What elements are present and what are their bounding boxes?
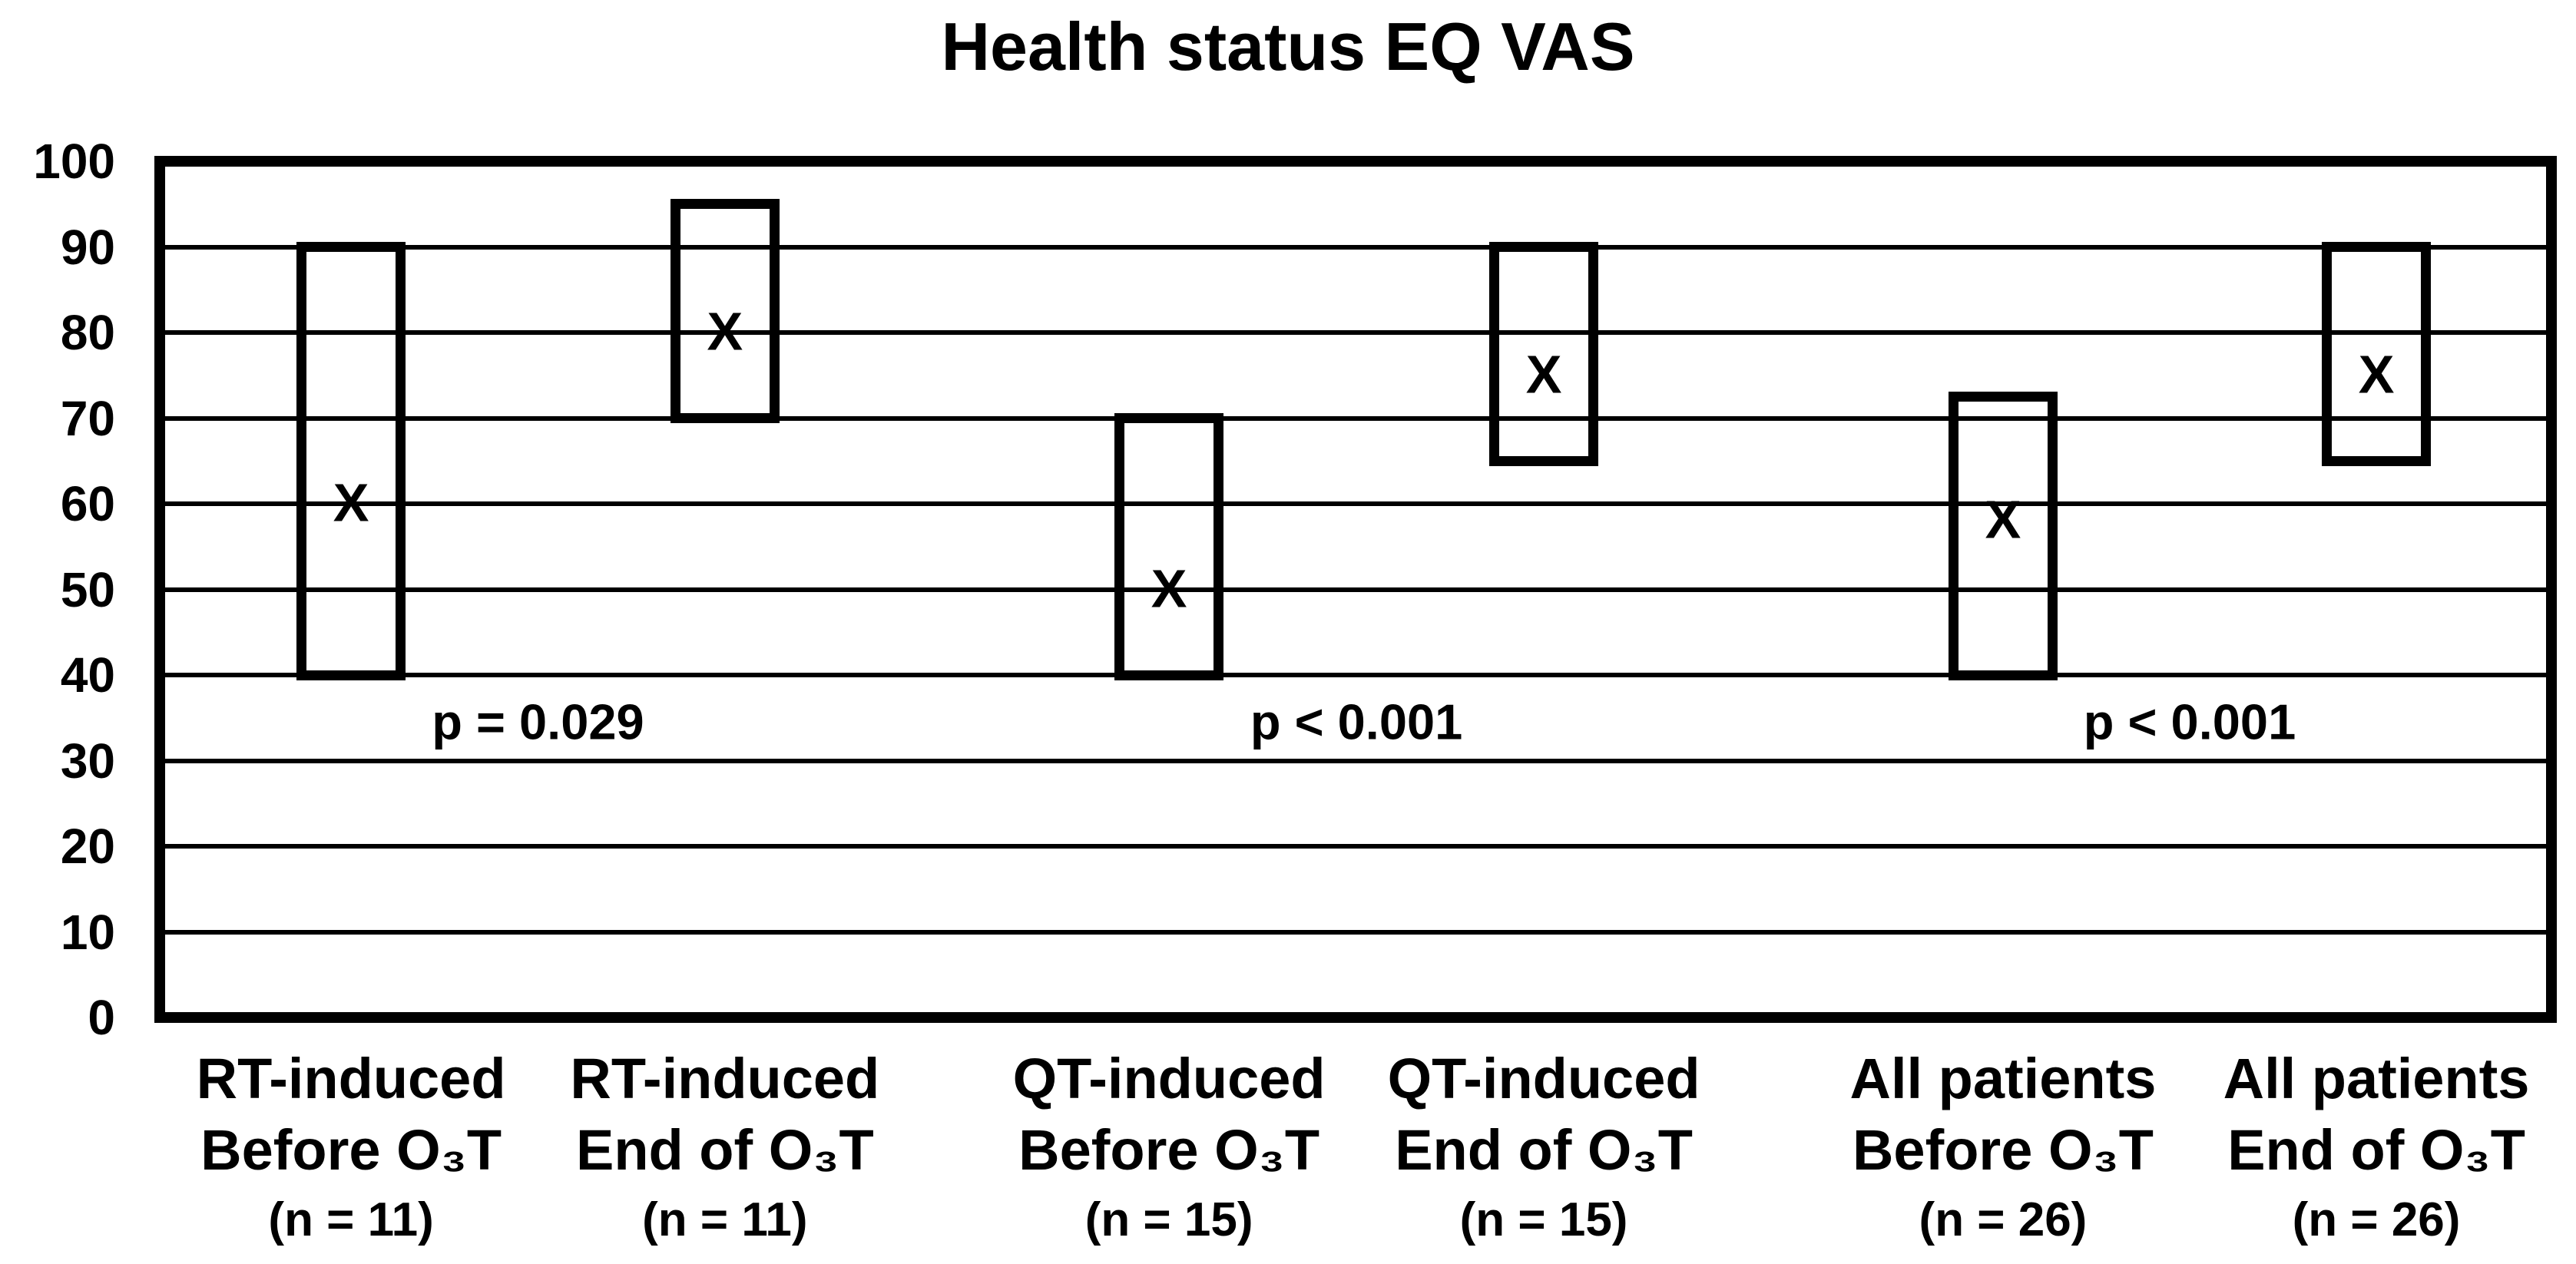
category-sample-size-line: (n = 26) [2292, 1193, 2461, 1246]
gridline [160, 587, 2551, 592]
x-axis-category-label: RT-induced Before O₃T (n = 11) [136, 1043, 566, 1255]
category-group-line: All patients [1849, 1047, 2157, 1110]
p-value-annotation: p < 0.001 [2083, 693, 2296, 750]
range-box [670, 199, 780, 423]
x-axis-category-label: QT-induced End of O₃T (n = 15) [1329, 1043, 1759, 1255]
x-axis-category-label: RT-induced End of O₃T (n = 11) [510, 1043, 940, 1255]
category-timepoint-line: Before O₃T [1852, 1118, 2154, 1182]
y-axis-tick-label: 0 [88, 990, 115, 1045]
range-box [2322, 242, 2432, 466]
category-sample-size-line: (n = 11) [642, 1193, 808, 1246]
y-axis-tick-label: 10 [60, 904, 115, 960]
p-value-annotation: p = 0.029 [432, 693, 644, 750]
category-sample-size-line: (n = 26) [1919, 1193, 2088, 1246]
gridline [160, 244, 2551, 250]
mean-marker: X [1985, 489, 2021, 550]
x-axis-category-label: QT-induced Before O₃T (n = 15) [954, 1043, 1384, 1255]
category-sample-size-line: (n = 15) [1459, 1193, 1628, 1246]
y-axis-tick-label: 30 [60, 733, 115, 789]
category-timepoint-line: End of O₃T [2227, 1118, 2525, 1182]
gridline [160, 929, 2551, 935]
category-group-line: QT-induced [1012, 1047, 1326, 1110]
y-axis-tick-label: 20 [60, 819, 115, 874]
category-group-line: RT-induced [570, 1047, 880, 1110]
range-box [296, 242, 406, 680]
category-sample-size-line: (n = 15) [1084, 1193, 1253, 1246]
range-box [1489, 242, 1599, 466]
y-axis-tick-label: 40 [60, 647, 115, 703]
y-axis-tick-label: 60 [60, 476, 115, 531]
y-axis-tick-label: 50 [60, 561, 115, 617]
chart-title: Health status EQ VAS [941, 8, 1635, 84]
category-sample-size-line: (n = 11) [268, 1193, 434, 1246]
category-timepoint-line: End of O₃T [1395, 1118, 1693, 1182]
gridline [160, 501, 2551, 506]
category-group-line: RT-induced [196, 1047, 506, 1110]
mean-marker: X [1525, 344, 1562, 405]
range-box [1948, 392, 2058, 680]
y-axis-tick-label: 100 [33, 134, 115, 189]
x-axis-category-label: All patients Before O₃T (n = 26) [1788, 1043, 2218, 1255]
gridline [160, 673, 2551, 677]
category-group-line: QT-induced [1387, 1047, 1700, 1110]
y-axis-tick-label: 90 [60, 219, 115, 275]
category-timepoint-line: Before O₃T [200, 1118, 502, 1182]
y-axis-tick-label: 80 [60, 305, 115, 360]
mean-marker: X [1151, 558, 1187, 619]
gridline [160, 758, 2551, 763]
x-axis-category-label: All patients End of O₃T (n = 26) [2161, 1043, 2576, 1255]
gridline [160, 330, 2551, 335]
p-value-annotation: p < 0.001 [1250, 693, 1463, 750]
gridline [160, 415, 2551, 421]
mean-marker: X [333, 472, 369, 533]
gridline [160, 844, 2551, 849]
category-timepoint-line: Before O₃T [1018, 1118, 1320, 1182]
range-box [1114, 413, 1224, 680]
mean-marker: X [2358, 344, 2395, 405]
mean-marker: X [707, 301, 743, 362]
category-group-line: All patients [2223, 1047, 2530, 1110]
category-timepoint-line: End of O₃T [575, 1118, 874, 1182]
y-axis-tick-label: 70 [60, 390, 115, 446]
